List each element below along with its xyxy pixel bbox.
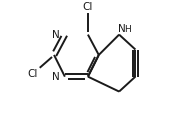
Text: Cl: Cl — [27, 69, 38, 79]
Text: N: N — [118, 24, 126, 34]
Text: N: N — [52, 30, 60, 40]
Text: N: N — [52, 72, 60, 82]
Text: H: H — [125, 25, 131, 34]
Text: Cl: Cl — [83, 2, 93, 12]
